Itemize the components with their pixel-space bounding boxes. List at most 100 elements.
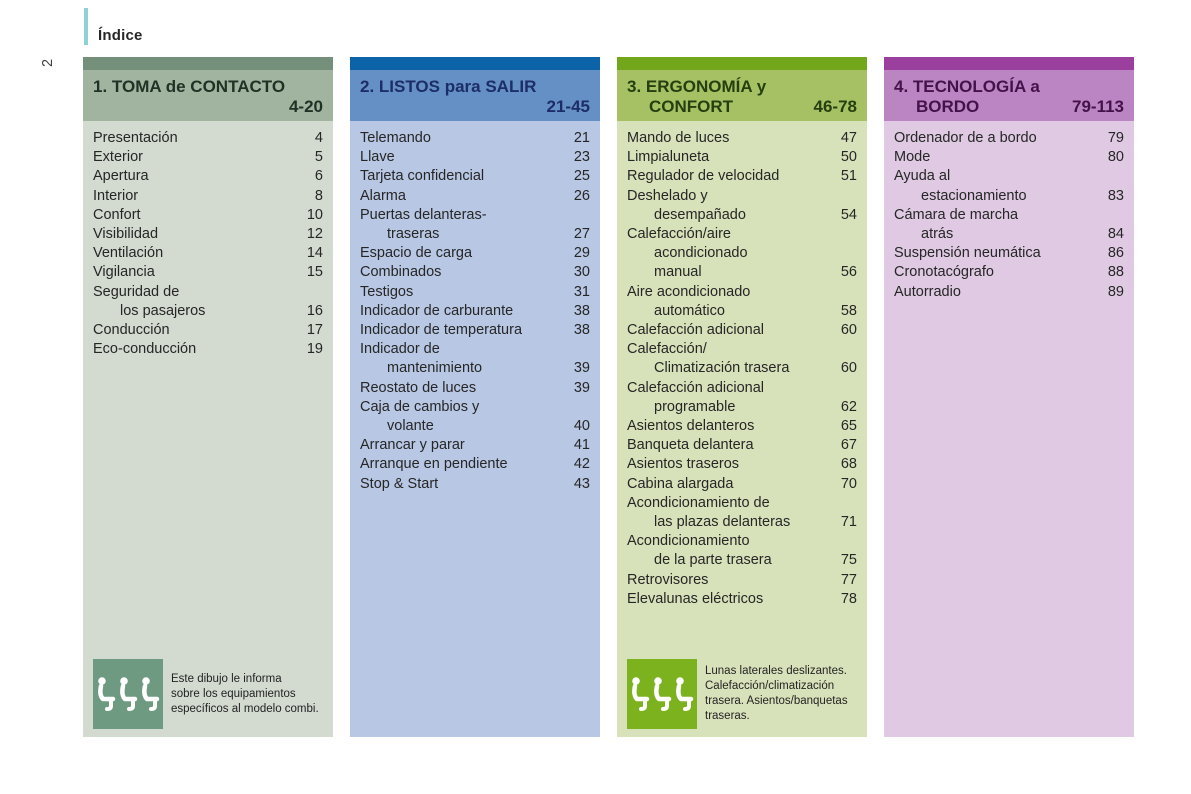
toc-item-page: 54 <box>840 206 857 223</box>
toc-item-page: 27 <box>573 226 590 243</box>
toc-item-label: manual <box>654 264 702 281</box>
toc-item-line: Cronotacógrafo 88 <box>894 263 1124 282</box>
toc-item-label: Acondicionamiento <box>627 533 750 550</box>
toc-item-page: 5 <box>314 149 323 166</box>
toc-item-page: 62 <box>840 398 857 415</box>
toc-item-list: Presentación 4 Exterior 5 Apertura 6 Interior 8… <box>93 129 323 359</box>
toc-item-line: Stop & Start 43 <box>360 475 590 494</box>
toc-section-ergonomia-y-confort: 3. ERGONOMÍA y CONFORT 46-78 Mando de lu… <box>617 57 867 737</box>
toc-item-label: Asientos traseros <box>627 456 740 473</box>
toc-item-page: 83 <box>1107 187 1124 204</box>
toc-item-line: Deshelado y <box>627 187 857 206</box>
toc-item-page: 42 <box>573 456 590 473</box>
footnote-text-line: traseras. <box>705 710 750 722</box>
toc-item-line: Arranque en pendiente 42 <box>360 455 590 474</box>
section-title-line2: BORDO <box>916 96 980 116</box>
toc-item-label: Calefacción adicional <box>627 379 765 396</box>
toc-item-label: Telemando <box>360 130 431 146</box>
page-number: 2 <box>40 58 56 68</box>
toc-item-label: Calefacción adicional <box>627 322 765 339</box>
toc-item-line: programable 62 <box>627 398 857 417</box>
toc-item-list: Ordenador de a bordo 79 Mode 80 Ayuda al esta… <box>894 129 1124 302</box>
toc-item-label: acondicionado <box>654 245 748 262</box>
toc-item-page: 31 <box>573 283 590 300</box>
toc-item-label: Arrancar y parar <box>360 437 465 454</box>
toc-item-line: Conducción 17 <box>93 321 323 340</box>
toc-item-label: Visibilidad <box>93 226 159 243</box>
toc-item-label: Asientos delanteros <box>627 418 755 435</box>
toc-item-list: Mando de luces 47 Limpialuneta 50 Regulador … <box>627 129 857 609</box>
toc-item-line: Cámara de marcha <box>894 206 1124 225</box>
toc-item-line: Ayuda al <box>894 167 1124 186</box>
toc-item-line: Caja de cambios y <box>360 398 590 417</box>
toc-item-line: Indicador de <box>360 340 590 359</box>
toc-item-label: volante <box>387 418 434 435</box>
toc-item-label: Presentación <box>93 130 178 146</box>
toc-item-label: Mando de luces <box>627 130 730 146</box>
toc-item-line: los pasajeros 16 <box>93 302 323 321</box>
footnote-text-line: sobre los equipamientos <box>171 687 296 700</box>
toc-item-page: 17 <box>306 322 323 339</box>
toc-item-line: Acondicionamiento <box>627 532 857 551</box>
section-header: 2. LISTOS para SALIR 21-45 <box>350 70 600 121</box>
toc-item-line: Regulador de velocidad 51 <box>627 167 857 186</box>
toc-item-label: Retrovisores <box>627 571 709 588</box>
section-page-range: 21-45 <box>546 96 590 116</box>
toc-item-line: mantenimiento 39 <box>360 359 590 378</box>
toc-item-line: Indicador de carburante 38 <box>360 302 590 321</box>
toc-item-page: 29 <box>573 245 590 262</box>
toc-item-line: Mando de luces 47 <box>627 129 857 148</box>
toc-item-page: 39 <box>573 360 590 377</box>
toc-item-label: Deshelado y <box>627 187 708 204</box>
toc-item-label: Puertas delanteras- <box>360 206 487 223</box>
toc-item-label: Tarjeta confidencial <box>360 168 485 185</box>
toc-item-line: Eco-conducción 19 <box>93 340 323 359</box>
toc-item-line: Arrancar y parar 41 <box>360 436 590 455</box>
section-header: 4. TECNOLOGÍA a BORDO 79-113 <box>884 70 1134 121</box>
toc-item-label: Testigos <box>360 283 414 300</box>
toc-item-label: Vigilancia <box>93 264 155 281</box>
toc-item-label: Indicador de temperatura <box>360 322 523 339</box>
toc-item-line: Llave 23 <box>360 148 590 167</box>
toc-item-page: 21 <box>573 130 590 146</box>
toc-item-page: 25 <box>573 168 590 185</box>
toc-item-line: Calefacción/aire <box>627 225 857 244</box>
toc-item-page: 68 <box>840 456 857 473</box>
section-title-line2 <box>93 97 115 117</box>
toc-item-page: 19 <box>306 341 323 358</box>
section-title: 4. TECNOLOGÍA a <box>894 77 1040 96</box>
toc-item-label: Regulador de velocidad <box>627 168 780 185</box>
toc-item-page: 26 <box>573 187 590 204</box>
toc-item-page: 60 <box>840 360 857 377</box>
page-header: Índice <box>84 8 143 45</box>
toc-item-page: 16 <box>306 302 323 319</box>
toc-item-label: Limpialuneta <box>627 149 710 166</box>
toc-columns: 1. TOMA de CONTACTO 4-20 Presentación 4 Ex… <box>83 57 1134 737</box>
toc-item-page: 40 <box>573 418 590 435</box>
toc-item-label: Cronotacógrafo <box>894 264 994 281</box>
toc-item-line: manual 56 <box>627 263 857 282</box>
toc-item-line: las plazas delanteras 71 <box>627 513 857 532</box>
toc-item-line: Climatización trasera 60 <box>627 359 857 378</box>
toc-section-tecnologia-a-bordo: 4. TECNOLOGÍA a BORDO 79-113 Ordenador d… <box>884 57 1134 737</box>
toc-item-page: 51 <box>840 168 857 185</box>
section-title: 1. TOMA de CONTACTO <box>93 77 286 96</box>
toc-item-label: mantenimiento <box>387 360 483 377</box>
toc-item-line: Presentación 4 <box>93 129 323 148</box>
toc-item-line: Banqueta delantera 67 <box>627 436 857 455</box>
toc-item-page: 4 <box>314 130 323 146</box>
toc-item-label: Climatización trasera <box>654 360 790 377</box>
toc-item-line: Combinados 30 <box>360 263 590 282</box>
toc-item-label: Cabina alargada <box>627 475 734 492</box>
toc-item-label: Cámara de marcha <box>894 206 1019 223</box>
toc-item-line: Acondicionamiento de <box>627 494 857 513</box>
toc-item-label: Seguridad de <box>93 283 180 300</box>
toc-item-page: 56 <box>840 264 857 281</box>
section-header: 3. ERGONOMÍA y CONFORT 46-78 <box>617 70 867 121</box>
toc-item-line: Apertura 6 <box>93 167 323 186</box>
section-title-line2: CONFORT <box>649 96 734 116</box>
toc-item-line: desempañado 54 <box>627 206 857 225</box>
toc-item-label: Llave <box>360 149 395 166</box>
toc-item-line: Mode 80 <box>894 148 1124 167</box>
toc-item-page: 15 <box>306 264 323 281</box>
